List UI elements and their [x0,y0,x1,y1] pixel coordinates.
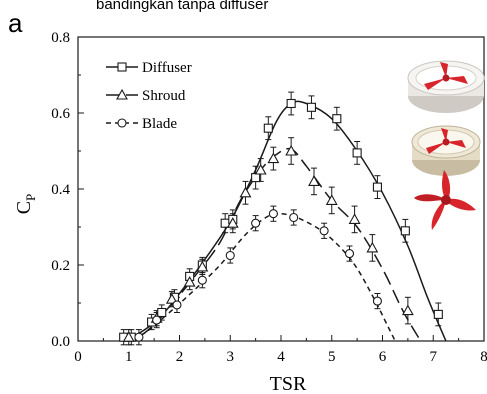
x-tick-label: 6 [379,349,387,365]
diffuser-point [353,149,361,157]
diffuser-point [158,309,166,317]
panel-label: a [8,8,23,38]
diffuser-turbine-icon [408,61,484,113]
x-tick-label: 8 [480,349,487,365]
x-axis-label: TSR [270,373,307,394]
y-tick-label: 0.2 [51,258,70,274]
shroud-point [403,306,413,315]
shroud-point [240,188,250,197]
diffuser-curve [121,101,446,341]
x-tick-label: 2 [176,349,184,365]
diffuser-point [434,310,442,318]
series-curves [121,101,446,341]
diffuser-point [287,100,295,108]
blade-point [153,316,161,324]
diffuser-point [401,227,409,235]
shroud-turbine-icon [412,126,480,176]
blade-rotor-icon [414,170,476,230]
blade-point [135,333,143,341]
y-tick-label: 0.0 [51,334,70,350]
header-fragment: bandingkan tanpa diffuser [96,0,268,13]
legend: Diffuser Shroud Blade [106,60,192,132]
legend-blade-marker [118,119,126,127]
blade-point [320,227,328,235]
legend-shroud-label: Shroud [142,88,186,104]
y-axis-label-main: C [13,201,35,214]
diffuser-point [252,174,260,182]
x-tick-label: 5 [328,349,336,365]
blade-point [252,219,260,227]
blade-point [346,250,354,258]
diffuser-point [373,183,381,191]
y-tick-label: 0.4 [51,182,70,198]
diffuser-point [264,124,272,132]
legend-diffuser-label: Diffuser [142,60,192,76]
blade-point [173,301,181,309]
data-markers [120,100,443,342]
blade-point [269,210,277,218]
y-axis-label: CP [13,194,38,215]
y-tick-label: 0.8 [51,30,70,46]
blade-point [198,276,206,284]
blade-point [226,252,234,260]
x-tick-label: 1 [125,349,133,365]
x-tick-label: 0 [74,349,82,365]
y-tick-label: 0.6 [51,106,70,122]
blade-point [290,214,298,222]
legend-blade-label: Blade [142,116,177,132]
blade-point [373,297,381,305]
x-tick-label: 3 [227,349,235,365]
diffuser-point [333,115,341,123]
legend-diffuser-marker [118,63,126,71]
shroud-point [350,214,360,223]
x-tick-label: 4 [277,349,285,365]
diffuser-point [307,103,315,111]
y-axis-label-sub: P [23,194,38,201]
x-tick-label: 7 [430,349,438,365]
